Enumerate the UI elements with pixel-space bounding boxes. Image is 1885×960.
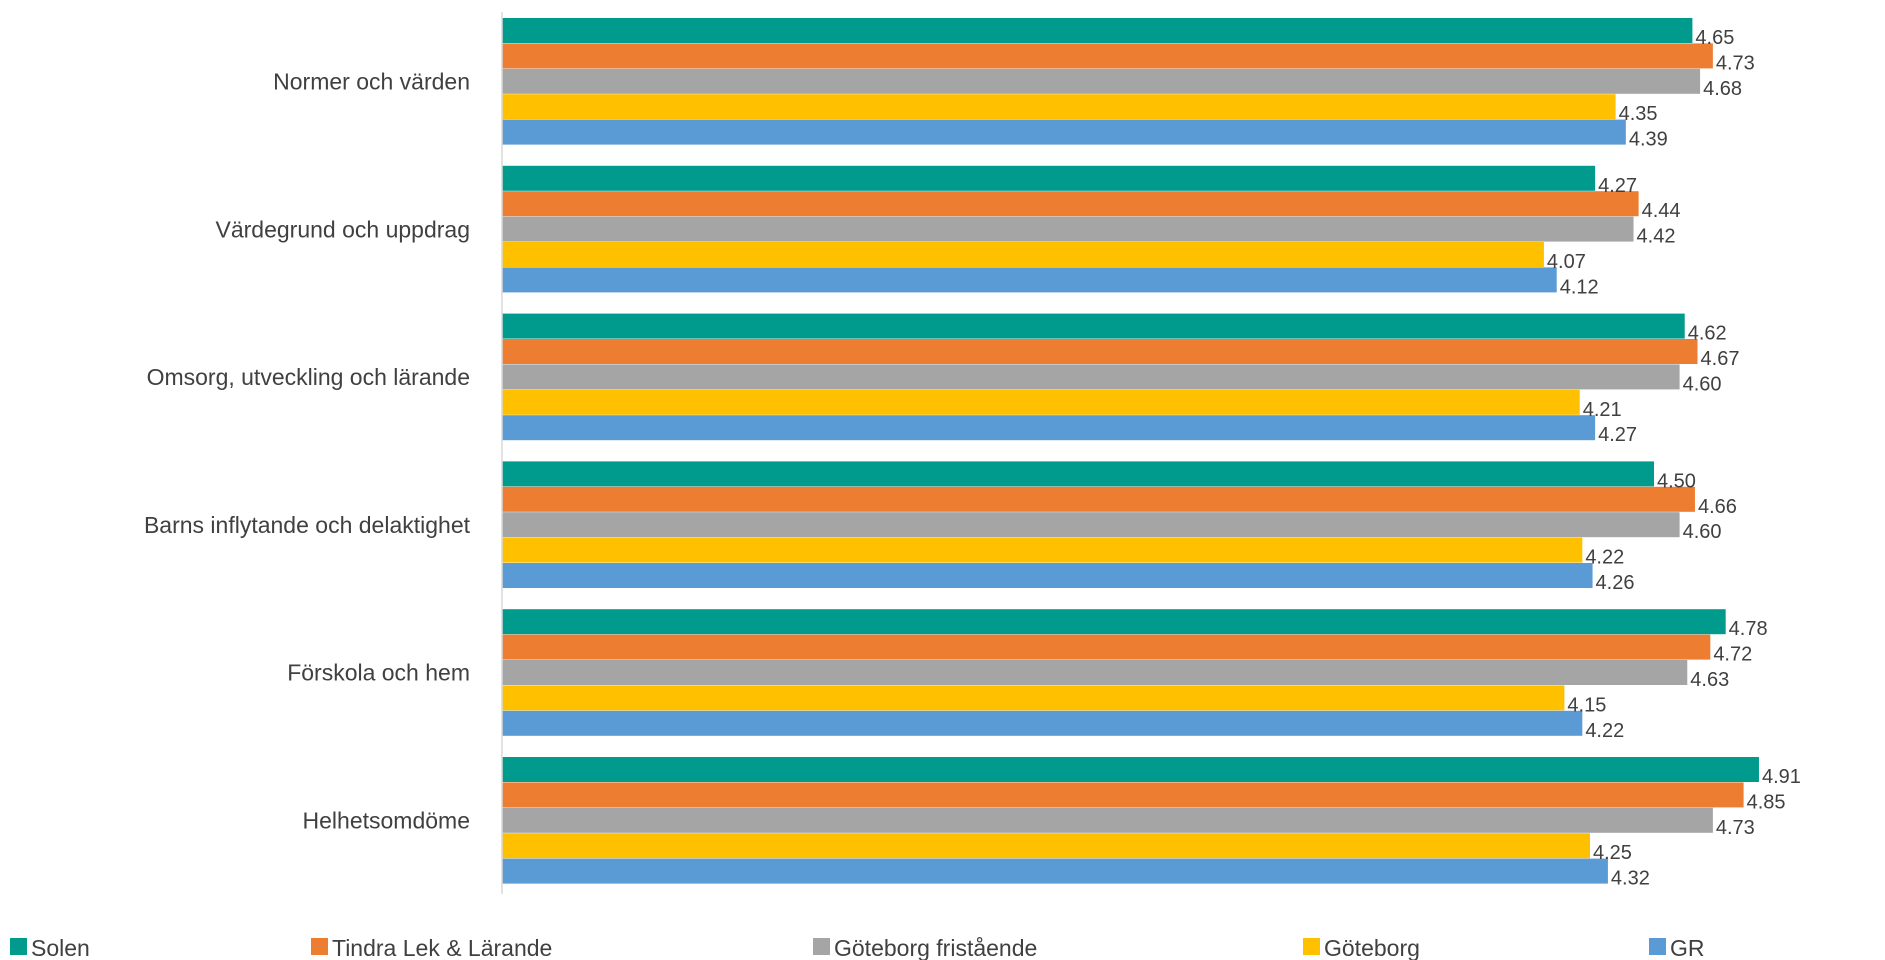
legend-label-4: Göteborg: [1324, 935, 1420, 960]
bar-1-5: [502, 119, 1626, 145]
legend-swatch-5: [1649, 938, 1666, 955]
category-label-1: Normer och värden: [273, 69, 470, 95]
bar-2-3: [502, 216, 1634, 242]
legend-label-1: Solen: [31, 935, 90, 960]
legend: Solen Tindra Lek & Lärande Göteborg fristå…: [10, 935, 1705, 960]
data-label-4-1: 4.50: [1657, 470, 1696, 492]
data-label-1-5: 4.39: [1629, 129, 1668, 151]
bar-4-4: [502, 537, 1583, 563]
data-label-1-1: 4.65: [1695, 27, 1734, 49]
category-labels: Normer och värden Värdegrund och uppdrag O…: [144, 69, 471, 834]
data-label-3-1: 4.62: [1688, 323, 1727, 345]
bar-5-2: [502, 634, 1711, 660]
bar-2-2: [502, 191, 1639, 217]
bar-4-1: [502, 461, 1654, 487]
bar-1-3: [502, 68, 1701, 94]
data-label-4-2: 4.66: [1698, 496, 1737, 518]
legend-label-5: GR: [1670, 935, 1705, 960]
bar-6-5: [502, 858, 1608, 884]
data-label-4-3: 4.60: [1683, 521, 1722, 543]
bar-4-2: [502, 486, 1695, 512]
bar-3-2: [502, 339, 1698, 364]
data-label-6-1: 4.91: [1762, 766, 1801, 788]
bars: [502, 18, 1759, 884]
legend-swatch-1: [10, 938, 27, 955]
data-label-2-1: 4.27: [1598, 175, 1637, 197]
data-label-2-3: 4.42: [1637, 226, 1676, 248]
data-label-6-5: 4.32: [1611, 868, 1650, 890]
bar-3-1: [502, 313, 1685, 339]
legend-swatch-2: [311, 938, 328, 955]
bar-5-4: [502, 685, 1565, 711]
bar-1-4: [502, 94, 1616, 120]
data-label-4-5: 4.26: [1596, 572, 1635, 594]
value-labels: 4.654.734.684.354.394.274.444.424.074.12…: [1547, 27, 1801, 890]
data-label-3-2: 4.67: [1701, 348, 1740, 370]
legend-label-2: Tindra Lek & Lärande: [332, 935, 552, 960]
category-label-6: Helhetsomdöme: [303, 808, 470, 834]
data-label-6-3: 4.73: [1716, 817, 1755, 839]
bar-5-5: [502, 710, 1583, 736]
data-label-3-4: 4.21: [1583, 399, 1622, 421]
data-label-5-5: 4.22: [1585, 720, 1624, 742]
bar-4-3: [502, 512, 1680, 538]
legend-swatch-3: [813, 938, 830, 955]
data-label-5-1: 4.78: [1729, 618, 1768, 640]
data-label-1-2: 4.73: [1716, 52, 1755, 74]
data-label-5-3: 4.63: [1690, 669, 1729, 691]
data-label-6-4: 4.25: [1593, 842, 1632, 864]
bar-2-1: [502, 165, 1596, 191]
bar-6-2: [502, 782, 1744, 808]
bar-6-1: [502, 757, 1759, 782]
bar-1-1: [502, 18, 1693, 43]
data-label-4-4: 4.22: [1585, 547, 1624, 569]
data-label-5-2: 4.72: [1713, 644, 1752, 666]
bar-3-4: [502, 389, 1580, 415]
bar-6-4: [502, 833, 1590, 859]
bar-3-5: [502, 415, 1596, 441]
category-label-2: Värdegrund och uppdrag: [216, 216, 470, 242]
data-label-6-2: 4.85: [1747, 791, 1786, 813]
data-label-2-2: 4.44: [1642, 200, 1681, 222]
data-label-2-4: 4.07: [1547, 251, 1586, 273]
data-label-3-3: 4.60: [1683, 373, 1722, 395]
bar-3-3: [502, 364, 1680, 390]
bar-6-3: [502, 807, 1713, 833]
bar-2-4: [502, 242, 1544, 267]
bar-4-5: [502, 563, 1593, 588]
legend-swatch-4: [1303, 938, 1320, 955]
category-label-4: Barns inflytande och delaktighet: [144, 512, 471, 538]
bar-2-5: [502, 267, 1557, 293]
bar-5-1: [502, 609, 1726, 635]
data-label-1-4: 4.35: [1619, 103, 1658, 125]
legend-label-3: Göteborg fristående: [834, 935, 1037, 960]
bar-1-2: [502, 43, 1713, 69]
data-label-5-4: 4.15: [1567, 694, 1606, 716]
data-label-3-5: 4.27: [1598, 424, 1637, 446]
category-label-5: Förskola och hem: [287, 660, 470, 686]
data-label-2-5: 4.12: [1560, 276, 1599, 298]
category-label-3: Omsorg, utveckling och lärande: [147, 364, 470, 390]
data-label-1-3: 4.68: [1703, 78, 1742, 100]
bar-5-3: [502, 660, 1688, 685]
